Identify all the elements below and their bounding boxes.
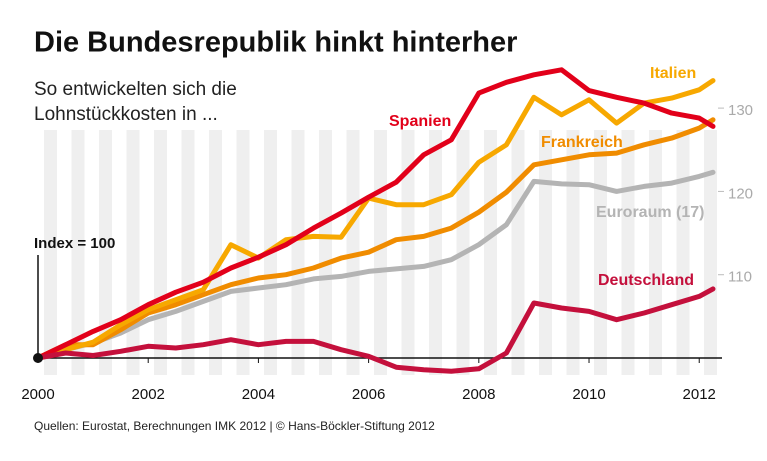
series-line [35, 117, 716, 361]
start-dot [33, 353, 43, 364]
x-tick-label: 2004 [242, 386, 275, 403]
stripe [319, 130, 332, 375]
stripe [484, 130, 497, 375]
stripe [181, 130, 195, 375]
subtitle: So entwickelten sich die [34, 79, 237, 100]
x-tick-label: 2000 [21, 386, 54, 403]
stripe [154, 130, 167, 375]
stripe [209, 130, 222, 375]
stripe [539, 130, 552, 375]
subtitle: Lohnstückkosten in ... [34, 104, 218, 125]
x-tick-label: 2006 [352, 386, 385, 403]
stripe [566, 130, 580, 375]
x-tick-label: 2010 [572, 386, 605, 403]
series-label: Italien [650, 65, 696, 82]
stripe [374, 130, 387, 375]
series-label: Deutschland [598, 272, 694, 289]
stripe [676, 130, 690, 375]
y-tick-label: 130 [728, 102, 753, 119]
stripe [649, 130, 662, 375]
chart-title: Die Bundesrepublik hinkt hinterher [34, 27, 517, 59]
stripe [401, 130, 415, 375]
series-line [35, 169, 716, 361]
stripe [621, 130, 635, 375]
stripe [346, 130, 360, 375]
series-line [35, 78, 716, 361]
stripe [99, 130, 112, 375]
annotation: Index = 100 [34, 235, 115, 252]
series-line [35, 67, 716, 361]
stripe [126, 130, 140, 375]
stripe [291, 130, 305, 375]
stripe [429, 130, 442, 375]
series-line [35, 286, 716, 374]
y-tick-label: 110 [728, 269, 752, 286]
series-label: Euroraum (17) [596, 204, 704, 221]
stripe [594, 130, 607, 375]
y-tick-label: 120 [728, 185, 753, 202]
x-tick-label: 2002 [132, 386, 165, 403]
series-label: Frankreich [541, 134, 623, 151]
stripe [704, 130, 717, 375]
stripe [511, 130, 525, 375]
stripe [44, 130, 57, 375]
x-tick-label: 2008 [462, 386, 495, 403]
background-stripes [44, 130, 717, 375]
series-label: Spanien [389, 113, 451, 130]
x-tick-label: 2012 [683, 386, 716, 403]
source: Quellen: Eurostat, Berechnungen IMK 2012… [34, 419, 435, 433]
stripe [71, 130, 85, 375]
